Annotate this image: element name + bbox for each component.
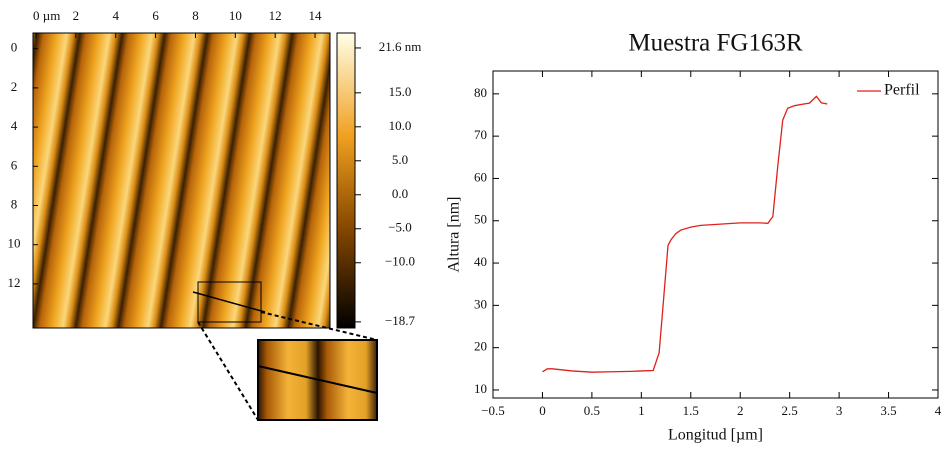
colorbar-tick-label: −10.0 xyxy=(385,254,415,269)
y-tick-label: 40 xyxy=(474,254,487,269)
x-tick-label: 3.5 xyxy=(880,403,896,418)
x-tick-label: 12 xyxy=(269,8,282,23)
x-tick-label: 4 xyxy=(935,403,942,418)
y-tick-label: 50 xyxy=(474,212,487,227)
y-tick-label: 20 xyxy=(474,339,487,354)
legend-label: Perfil xyxy=(884,82,920,99)
y-tick-label: 10 xyxy=(8,236,21,251)
profile-line xyxy=(192,291,266,313)
x-tick-label: 1 xyxy=(638,403,645,418)
colorbar-tick-label: −5.0 xyxy=(388,220,412,235)
x-tick-label: 6 xyxy=(152,8,159,23)
colorbar-tick-label: 21.6 nm xyxy=(379,39,422,54)
y-tick-label: 4 xyxy=(11,118,18,133)
x-tick-label: 10 xyxy=(229,8,242,23)
x-tick-label: 0 xyxy=(539,403,546,418)
y-tick-label: 60 xyxy=(474,169,487,184)
inset-profile-line xyxy=(257,365,378,394)
x-tick-label: 4 xyxy=(112,8,119,23)
x-tick-label: 8 xyxy=(192,8,199,23)
colorbar-tick-label: −18.7 xyxy=(385,313,416,328)
colorbar-tick-label: 0.0 xyxy=(392,186,408,201)
zoom-connector xyxy=(197,321,259,421)
image-frame xyxy=(32,32,331,329)
x-tick-label: 1.5 xyxy=(683,403,699,418)
y-axis-label: Altura [nm] xyxy=(446,197,463,273)
afm-image xyxy=(33,33,330,328)
colorbar-tick-label: 5.0 xyxy=(392,152,408,167)
x-tick-label: 2 xyxy=(737,403,744,418)
zoom-connector xyxy=(260,311,378,341)
x-axis-label: Longitud [µm] xyxy=(668,427,763,444)
y-tick-label: 70 xyxy=(474,127,487,142)
x-tick-label: 0.5 xyxy=(584,403,600,418)
colorbar-tick-label: 10.0 xyxy=(389,118,412,133)
x-tick-label: −0.5 xyxy=(481,403,505,418)
data-line xyxy=(542,95,828,373)
plot-frame xyxy=(492,70,939,399)
zoom-box xyxy=(197,281,262,323)
colorbar-tick-label: 15.0 xyxy=(389,84,412,99)
y-tick-label: 2 xyxy=(11,79,18,94)
y-tick-label: 6 xyxy=(11,157,18,172)
chart-title: Muestra FG163R xyxy=(628,30,803,57)
colorbar xyxy=(336,32,356,329)
y-tick-label: 10 xyxy=(474,381,487,396)
y-tick-label: 80 xyxy=(474,85,487,100)
y-tick-label: 12 xyxy=(8,275,21,290)
y-tick-label: 8 xyxy=(11,196,18,211)
x-tick-label: 2.5 xyxy=(782,403,798,418)
x-tick-label: 2 xyxy=(73,8,80,23)
y-tick-label: 0 xyxy=(11,40,18,55)
x-tick-label: 3 xyxy=(836,403,843,418)
y-tick-label: 30 xyxy=(474,296,487,311)
x-tick-label: 0 µm xyxy=(33,8,60,23)
x-tick-label: 14 xyxy=(309,8,323,23)
